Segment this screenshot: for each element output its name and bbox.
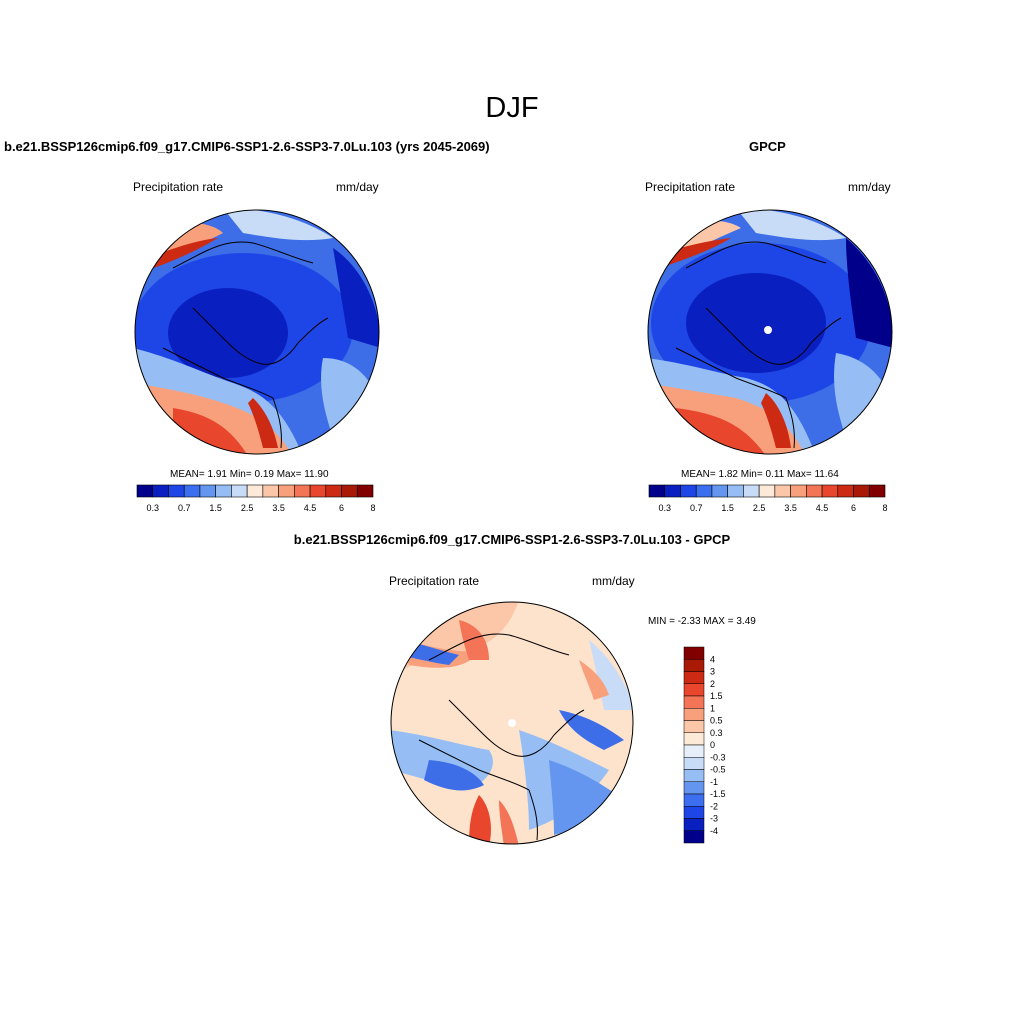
diff-colorbar-swatch [683,793,705,807]
model-units-label: mm/day [336,180,379,194]
model-variable-label: Precipitation rate [133,180,224,194]
diff-colorbar-swatch [683,806,705,819]
model-colorbar-swatch [294,484,311,498]
obs-panel-title: GPCP [749,139,786,154]
diff-colorbar-label: 0.5 [710,716,723,726]
obs-colorbar-label: 0.7 [690,503,703,513]
obs-colorbar-label: 8 [882,503,887,513]
obs-colorbar-swatch [648,484,666,498]
diff-polar-map [390,601,634,845]
diff-panel-title: b.e21.BSSP126cmip6.f09_g17.CMIP6-SSP1-2.… [293,532,731,547]
model-colorbar-label: 4.5 [304,503,317,513]
obs-colorbar-swatch [774,484,791,498]
obs-colorbar-swatch [853,484,870,498]
diff-colorbar-swatch [683,720,705,733]
diff-colorbar-label: -2 [710,801,718,811]
diff-colorbar-swatch [683,732,705,746]
obs-colorbar-swatch [711,484,728,498]
diff-colorbar-swatch [683,744,705,758]
model-colorbar-label: 6 [339,503,344,513]
obs-colorbar-label: 2.5 [753,503,766,513]
diff-colorbar-label: -0.3 [710,752,726,762]
obs-colorbar-label: 1.5 [721,503,734,513]
model-colorbar-swatch [309,484,327,498]
model-colorbar-swatch [278,484,295,498]
obs-units-label: mm/day [848,180,891,194]
obs-colorbar-swatch [680,484,697,498]
diff-colorbar-label: 4 [710,654,715,664]
diff-colorbar-swatch [683,683,705,697]
model-polar-map [134,209,380,455]
main-title: DJF [485,92,539,124]
model-colorbar-label: 8 [370,503,375,513]
model-colorbar-swatch [231,484,248,498]
model-colorbar-label: 0.7 [178,503,191,513]
model-colorbar-swatch [325,484,342,498]
obs-colorbar: 0.3 0.7 1.5 2.5 3.5 4.5 6 8 [648,484,888,513]
diff-colorbar-label: -3 [710,814,718,824]
diff-colorbar-label: -0.5 [710,765,726,775]
model-colorbar-swatch [152,484,169,498]
diff-colorbar-swatch [683,818,705,831]
diff-colorbar-label: 1.5 [710,691,723,701]
diff-units-label: mm/day [592,574,635,588]
diff-colorbar-label: 0 [710,740,715,750]
obs-colorbar-label: 0.3 [658,503,671,513]
diff-colorbar-label: -4 [710,826,718,836]
diff-colorbar: 4 3 2 1.5 1 0.5 0.3 0 -0.3 -0.5 -1 -1.5 -2 -3 -4 [683,646,726,844]
model-colorbar-swatch [183,484,201,498]
diff-colorbar-label: 2 [710,679,715,689]
obs-colorbar-swatch [727,484,744,498]
obs-colorbar-swatch [695,484,713,498]
model-colorbar-swatch [356,484,374,498]
diff-colorbar-swatch [683,659,705,672]
model-colorbar-swatch [136,484,154,498]
model-colorbar-label: 0.3 [146,503,159,513]
obs-colorbar-swatch [790,484,807,498]
obs-colorbar-swatch [758,484,776,498]
model-colorbar-swatch [262,484,279,498]
obs-stats: MEAN= 1.82 Min= 0.11 Max= 11.64 [681,469,839,480]
diff-colorbar-label: 3 [710,667,715,677]
model-colorbar-label: 1.5 [209,503,222,513]
model-colorbar-swatch [215,484,232,498]
obs-colorbar-swatch [743,484,760,498]
obs-colorbar-label: 4.5 [816,503,829,513]
obs-colorbar-swatch [664,484,681,498]
model-stats: MEAN= 1.91 Min= 0.19 Max= 11.90 [170,469,329,480]
diff-colorbar-label: -1.5 [710,789,726,799]
model-panel-title: b.e21.BSSP126cmip6.f09_g17.CMIP6-SSP1-2.… [4,139,490,154]
obs-colorbar-label: 6 [851,503,856,513]
diff-stats: MIN = -2.33 MAX = 3.49 [648,616,756,627]
diff-colorbar-swatch [683,671,705,684]
diff-colorbar-label: 1 [710,703,715,713]
model-colorbar-swatch [246,484,264,498]
diff-colorbar-swatch [683,646,705,660]
model-colorbar: 0.3 0.7 1.5 2.5 3.5 4.5 6 8 [136,484,376,513]
model-colorbar-swatch [199,484,216,498]
diff-colorbar-swatch [683,757,705,770]
diff-colorbar-label: 0.3 [710,728,723,738]
obs-colorbar-swatch [821,484,839,498]
model-colorbar-swatch [168,484,185,498]
diff-colorbar-swatch [683,708,705,721]
diff-colorbar-label: -1 [710,777,718,787]
diff-colorbar-swatch [683,769,705,782]
model-colorbar-label: 3.5 [272,503,285,513]
obs-colorbar-swatch [837,484,854,498]
diff-colorbar-swatch [683,830,705,844]
obs-colorbar-label: 3.5 [784,503,797,513]
diff-colorbar-swatch [683,781,705,795]
obs-colorbar-swatch [806,484,823,498]
obs-variable-label: Precipitation rate [645,180,736,194]
obs-colorbar-swatch [868,484,886,498]
model-colorbar-swatch [341,484,358,498]
obs-polar-map [647,209,893,455]
model-colorbar-label: 2.5 [241,503,254,513]
diff-colorbar-swatch [683,695,705,709]
diff-variable-label: Precipitation rate [389,574,480,588]
